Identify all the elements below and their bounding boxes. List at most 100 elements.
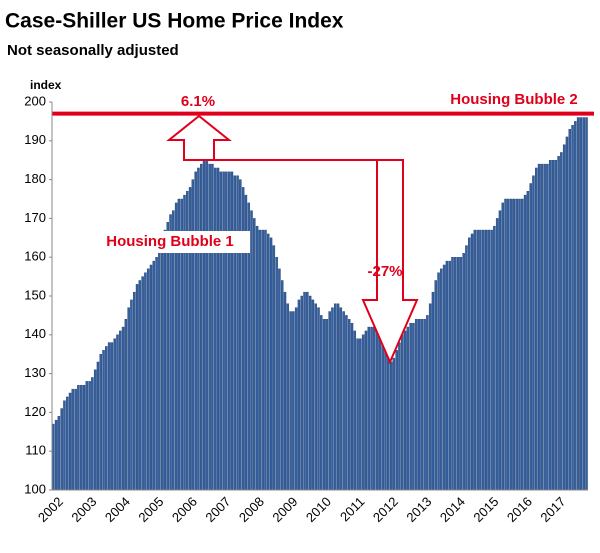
x-tick-label: 2009	[269, 494, 300, 525]
bar	[314, 303, 317, 491]
bar	[197, 167, 200, 491]
bar	[141, 276, 144, 491]
bar	[93, 369, 97, 491]
y-tick-label: 200	[24, 93, 46, 108]
bar	[144, 272, 147, 491]
bar	[236, 175, 239, 491]
bar	[146, 268, 150, 491]
bar	[401, 334, 404, 491]
bar	[579, 117, 583, 491]
annotations: Housing Bubble 1 -27% 6.1% Housing Bubbl…	[90, 91, 578, 365]
bar	[202, 159, 206, 491]
bar	[336, 303, 340, 491]
x-tick-label: 2014	[437, 494, 468, 525]
bar	[138, 280, 142, 491]
annotation: -27%	[367, 263, 402, 280]
bar	[205, 159, 209, 491]
bar	[456, 257, 460, 491]
y-tick-label: 170	[24, 210, 46, 225]
bar	[381, 342, 384, 491]
bar	[255, 225, 259, 491]
x-tick-label: 2006	[169, 494, 200, 525]
bar	[311, 299, 315, 491]
bar	[523, 194, 527, 491]
bar	[261, 229, 264, 491]
annotation: Housing Bubble 1	[106, 233, 234, 250]
bar	[303, 291, 306, 491]
bar	[286, 303, 290, 491]
bar	[99, 354, 103, 491]
bar	[130, 299, 133, 491]
bar	[554, 159, 558, 491]
bar	[451, 257, 454, 491]
y-tick-label: 140	[24, 326, 46, 341]
x-tick-label: 2005	[135, 494, 166, 525]
bar	[347, 319, 351, 491]
x-tick-label: 2011	[337, 494, 367, 524]
bar	[560, 152, 563, 491]
bar	[102, 350, 105, 491]
y-tick-label: 180	[24, 171, 46, 186]
bar	[551, 159, 555, 491]
bar	[116, 334, 119, 491]
bar	[389, 361, 393, 491]
bar	[225, 171, 228, 491]
bar	[515, 198, 518, 491]
bar	[465, 245, 468, 491]
x-tick-label: 2002	[35, 494, 66, 525]
bar	[253, 218, 256, 491]
bar	[267, 233, 270, 491]
bar	[518, 198, 521, 491]
bar	[398, 342, 401, 491]
bar	[557, 156, 560, 491]
x-tick-label: 2015	[470, 494, 501, 525]
x-tick-label: 2013	[403, 494, 434, 525]
bar	[356, 338, 359, 491]
bar	[350, 322, 354, 491]
bar	[574, 121, 577, 491]
bar	[79, 385, 83, 491]
bar	[378, 338, 382, 491]
bar	[423, 319, 426, 491]
chart-subtitle: Not seasonally adjusted	[7, 42, 179, 59]
bar	[169, 214, 172, 491]
x-tick-label: 2008	[236, 494, 267, 525]
bar	[373, 326, 376, 491]
bar	[127, 307, 130, 491]
bar	[194, 171, 197, 491]
bar	[521, 198, 524, 491]
bar	[272, 245, 276, 491]
x-tick-label: 2003	[68, 494, 99, 525]
bar	[68, 392, 72, 491]
bar	[420, 319, 424, 491]
bar	[258, 229, 262, 491]
bar	[233, 175, 236, 491]
bar	[52, 423, 55, 491]
bar	[283, 291, 287, 491]
bar	[445, 260, 449, 491]
bar	[325, 319, 329, 491]
bar	[60, 408, 63, 491]
bar	[107, 342, 111, 491]
bar	[512, 198, 516, 491]
bar	[216, 167, 220, 491]
bar	[119, 330, 122, 491]
bar	[437, 272, 440, 491]
bar	[548, 159, 552, 491]
bar	[278, 268, 281, 491]
bar	[459, 257, 463, 491]
bar	[294, 307, 298, 491]
bar	[361, 334, 365, 491]
bar	[414, 319, 418, 491]
bar	[289, 311, 292, 491]
bar	[470, 233, 474, 491]
bar	[434, 280, 438, 491]
down-arrow	[361, 159, 419, 365]
x-tick-label: 2010	[303, 494, 334, 525]
bar	[227, 171, 231, 491]
x-tick-label: 2004	[102, 494, 133, 525]
label-bg	[90, 231, 250, 253]
bar	[585, 117, 588, 491]
bar	[250, 210, 253, 491]
bar	[509, 198, 513, 491]
